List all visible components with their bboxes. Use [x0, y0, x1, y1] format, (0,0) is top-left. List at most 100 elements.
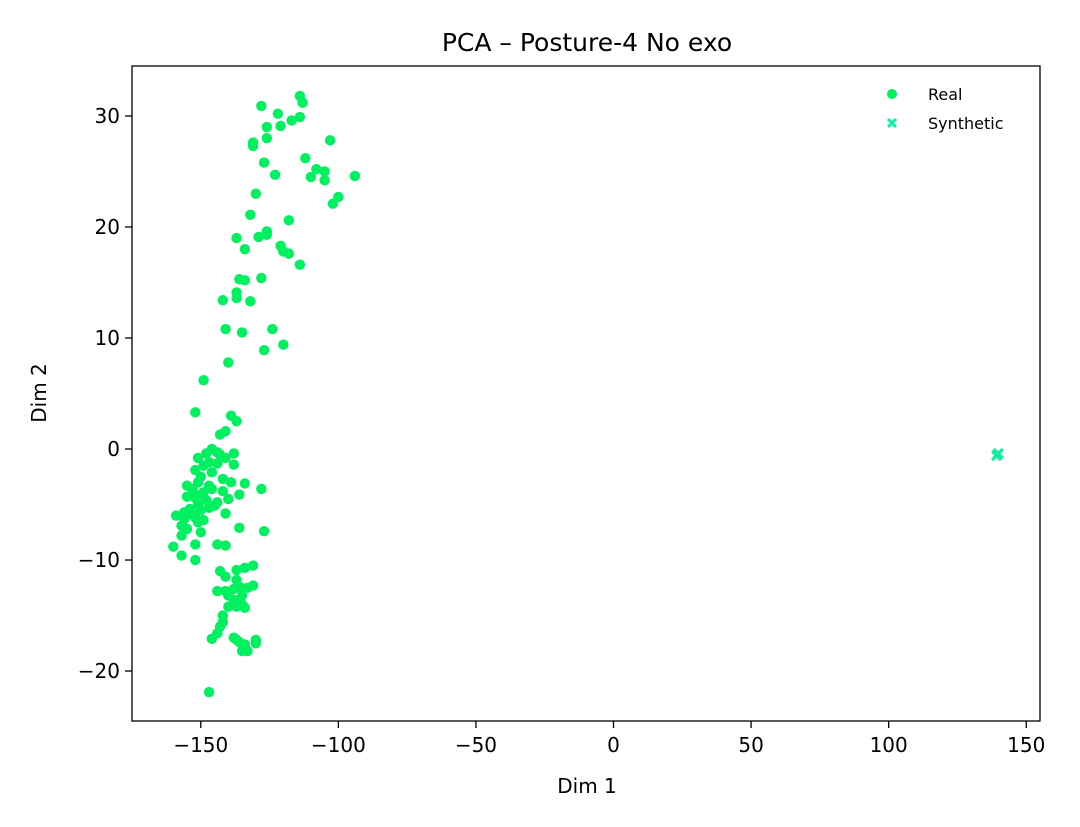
real-point	[231, 292, 242, 304]
real-point	[190, 554, 201, 566]
real-point	[209, 500, 220, 511]
y-tick-label: −20	[78, 659, 120, 683]
y-tick-label: −10	[78, 548, 120, 572]
real-point	[223, 357, 234, 368]
legend-synthetic-marker	[886, 117, 898, 129]
real-point	[176, 550, 187, 561]
real-point	[324, 135, 336, 146]
real-point	[225, 477, 237, 488]
real-point	[349, 170, 361, 182]
real-point	[190, 407, 201, 418]
real-point	[269, 169, 281, 180]
x-tick-label: 50	[738, 733, 763, 757]
real-point	[294, 259, 306, 270]
real-point	[234, 522, 245, 534]
real-point	[220, 452, 231, 464]
real-point	[253, 231, 264, 243]
legend: Real Synthetic	[886, 85, 1004, 133]
real-point	[239, 478, 251, 489]
real-point	[242, 645, 253, 657]
real-point	[187, 483, 198, 495]
real-point	[220, 508, 231, 519]
real-point	[275, 120, 286, 132]
real-point	[170, 510, 182, 521]
real-point	[231, 564, 242, 576]
real-point	[217, 473, 228, 485]
x-tick-label: −150	[173, 733, 228, 757]
chart-title: PCA – Posture-4 No exo	[442, 28, 732, 57]
real-point	[223, 493, 234, 505]
legend-label: Real	[928, 85, 963, 104]
real-point	[234, 489, 245, 500]
real-point	[250, 188, 262, 199]
real-point	[327, 198, 339, 209]
real-point	[256, 272, 267, 284]
real-point	[217, 295, 228, 306]
x-tick-label: 150	[1007, 733, 1045, 757]
real-point	[223, 601, 234, 612]
real-point	[258, 345, 270, 356]
points-layer	[168, 90, 1004, 698]
real-point	[261, 121, 273, 133]
real-point	[192, 452, 204, 464]
real-point	[195, 527, 206, 538]
x-tick-label: −100	[311, 733, 366, 757]
real-point	[220, 323, 231, 335]
real-point	[250, 638, 262, 649]
real-point	[239, 243, 251, 255]
real-point	[300, 152, 311, 164]
real-point	[267, 323, 278, 335]
legend-label: Synthetic	[928, 114, 1004, 133]
y-tick-label: 10	[95, 326, 120, 350]
real-point	[212, 447, 223, 458]
real-point	[256, 100, 267, 112]
plot-frame	[131, 65, 1041, 722]
x-axis-label: Dim 1	[557, 774, 617, 798]
real-point	[212, 585, 223, 597]
real-point	[195, 504, 206, 516]
y-axis: −20 −10 0 10 20 30	[78, 104, 132, 683]
real-point	[245, 296, 256, 307]
real-point	[190, 539, 201, 550]
real-point	[192, 517, 204, 528]
real-point	[228, 448, 240, 459]
real-point	[206, 633, 217, 645]
real-point	[245, 209, 256, 220]
real-point	[212, 458, 223, 469]
real-point	[220, 571, 231, 582]
real-point	[305, 171, 317, 183]
real-point	[283, 248, 295, 259]
real-point	[176, 530, 187, 541]
real-point	[217, 485, 228, 497]
synthetic-point	[990, 450, 1003, 462]
real-point	[206, 467, 217, 478]
real-point	[231, 601, 242, 612]
real-point	[294, 111, 306, 123]
real-point	[286, 115, 297, 126]
real-point	[297, 97, 308, 108]
x-axis: −150 −100 −50 0 50 100 150	[173, 721, 1045, 757]
real-point	[247, 140, 259, 152]
legend-real-marker	[887, 89, 897, 99]
real-point	[261, 132, 273, 144]
real-point	[258, 157, 270, 168]
y-tick-label: 30	[95, 104, 120, 128]
real-point	[236, 327, 248, 338]
real-point	[168, 541, 179, 552]
real-point	[198, 374, 209, 386]
real-point	[214, 429, 226, 440]
real-point	[231, 416, 242, 427]
real-point	[261, 229, 273, 240]
x-tick-label: 0	[607, 733, 620, 757]
x-tick-label: −50	[455, 733, 497, 757]
y-tick-label: 0	[107, 437, 120, 461]
real-point	[239, 602, 251, 613]
x-tick-label: 100	[870, 733, 908, 757]
real-point	[220, 540, 231, 551]
real-point	[319, 166, 330, 177]
real-point	[228, 459, 240, 470]
real-point	[212, 539, 223, 550]
real-point	[319, 175, 330, 186]
real-point	[206, 483, 217, 495]
real-point	[283, 215, 295, 226]
